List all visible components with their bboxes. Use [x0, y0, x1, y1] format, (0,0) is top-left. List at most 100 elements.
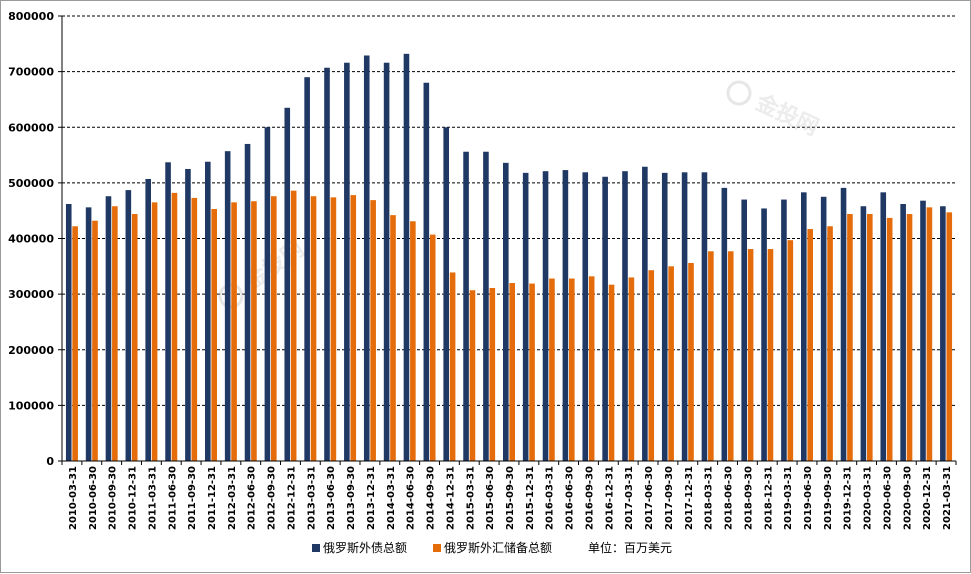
x-tick-label: 2014-06-30 [406, 466, 417, 530]
bar-debt [125, 190, 132, 461]
bar-debt [105, 196, 112, 461]
bar-debt [801, 192, 807, 462]
x-tick-label: 2011-09-30 [187, 466, 198, 530]
bar-reserves [469, 290, 476, 461]
x-tick-label: 2015-12-31 [525, 466, 536, 530]
x-tick-label: 2020-09-30 [902, 466, 913, 530]
x-tick-label: 2016-03-31 [545, 466, 556, 530]
bar-reserves [807, 229, 813, 461]
x-tick-label: 2014-09-30 [426, 466, 437, 530]
bar-debt [244, 143, 251, 461]
bar-debt [483, 151, 489, 461]
bar-debt [284, 107, 291, 461]
x-tick-label: 2015-09-30 [505, 466, 516, 530]
x-tick-label: 2013-12-31 [366, 466, 377, 530]
x-tick-label: 2018-12-31 [763, 466, 774, 530]
x-tick-label: 2016-06-30 [565, 466, 576, 530]
bar-reserves [290, 190, 297, 461]
watermark-logo-icon [218, 283, 244, 309]
bar-debt [840, 187, 847, 461]
bar-reserves [747, 249, 754, 461]
legend-label-reserves: 俄罗斯外汇储备总额 [444, 540, 552, 555]
legend-label-debt: 俄罗斯外债总额 [323, 541, 407, 555]
axes [58, 15, 957, 465]
x-tick-label: 2019-06-30 [803, 466, 814, 530]
x-tick-label: 2018-03-31 [704, 466, 715, 530]
bar-debt [363, 55, 370, 462]
bar-debt [224, 151, 231, 461]
x-tick-label: 2020-12-31 [922, 466, 933, 530]
x-tick-label: 2019-09-30 [823, 466, 834, 530]
bar-reserves [628, 277, 635, 461]
x-tick-label: 2010-06-30 [88, 466, 99, 530]
bar-reserves [429, 234, 436, 461]
bar-reserves [906, 214, 913, 461]
bar-debt [781, 199, 787, 461]
y-tick-label: 700000 [8, 66, 54, 79]
x-tick-label: 2013-09-30 [346, 466, 357, 530]
bar-reserves [72, 226, 78, 461]
bar-reserves [926, 207, 933, 461]
bar-reserves [668, 266, 674, 461]
bar-reserves [330, 197, 337, 461]
bar-debt [721, 187, 728, 461]
y-tick-label: 0 [46, 455, 54, 468]
bar-debt [701, 172, 708, 461]
x-tick-label: 2017-06-30 [644, 466, 655, 530]
bar-reserves [529, 283, 535, 461]
bar-debt [503, 162, 509, 461]
watermark-text: 金投网 [751, 89, 823, 141]
bar-reserves [350, 195, 357, 462]
legend: 俄罗斯外债总额 俄罗斯外汇储备总额 单位：百万美元 [312, 540, 672, 555]
bar-debt [642, 166, 648, 461]
bar-debt [880, 192, 887, 462]
bar-debt [344, 62, 350, 461]
bar-reserves [827, 226, 833, 461]
x-tick-label: 2018-09-30 [743, 466, 754, 530]
bar-debt [661, 172, 668, 462]
x-tick-label: 2020-06-30 [882, 466, 893, 530]
bar-reserves [767, 249, 774, 461]
x-tick-label: 2014-12-31 [445, 466, 456, 530]
bars [65, 53, 953, 462]
legend-swatch-debt [312, 544, 320, 552]
x-tick-label: 2015-06-30 [485, 466, 496, 530]
x-tick-label: 2012-12-31 [286, 466, 297, 530]
x-tick-label: 2016-09-30 [584, 466, 595, 530]
watermark-logo-icon [726, 80, 752, 106]
x-tick-label: 2010-09-30 [108, 466, 119, 530]
bar-debt [403, 53, 410, 461]
bar-reserves [847, 214, 853, 461]
y-tick-label: 800000 [8, 10, 54, 23]
y-tick-label: 300000 [8, 288, 54, 301]
x-tick-label: 2019-03-31 [783, 466, 794, 530]
bar-debt [463, 151, 469, 461]
x-tick-label: 2018-06-30 [724, 466, 735, 530]
x-tick-label: 2017-03-31 [624, 466, 635, 530]
bar-debt [741, 199, 747, 461]
y-tick-label: 600000 [8, 121, 54, 134]
bar-debt [383, 62, 390, 461]
x-tick-label: 2013-06-30 [326, 466, 337, 530]
x-tick-label: 2019-12-31 [843, 466, 854, 530]
bar-debt [582, 172, 589, 461]
x-tick-labels: 2010-03-31 2010-06-30 2010-09-30 2010-12-31… [68, 466, 953, 530]
bar-reserves [946, 212, 953, 461]
bar-reserves [131, 214, 138, 461]
bar-debt [562, 170, 569, 462]
bar-debt [542, 171, 549, 461]
bar-reserves [112, 206, 118, 461]
x-tick-label: 2016-12-31 [604, 466, 615, 530]
bar-reserves [569, 278, 575, 461]
bar-debt [820, 196, 827, 461]
x-tick-label: 2012-09-30 [267, 466, 278, 530]
bar-debt [920, 200, 926, 462]
bar-debt [65, 204, 72, 461]
x-tick-label: 2017-09-30 [664, 466, 675, 530]
bar-reserves [648, 270, 655, 461]
bar-reserves [588, 276, 595, 461]
bar-debt [622, 171, 628, 461]
bar-reserves [608, 284, 615, 461]
